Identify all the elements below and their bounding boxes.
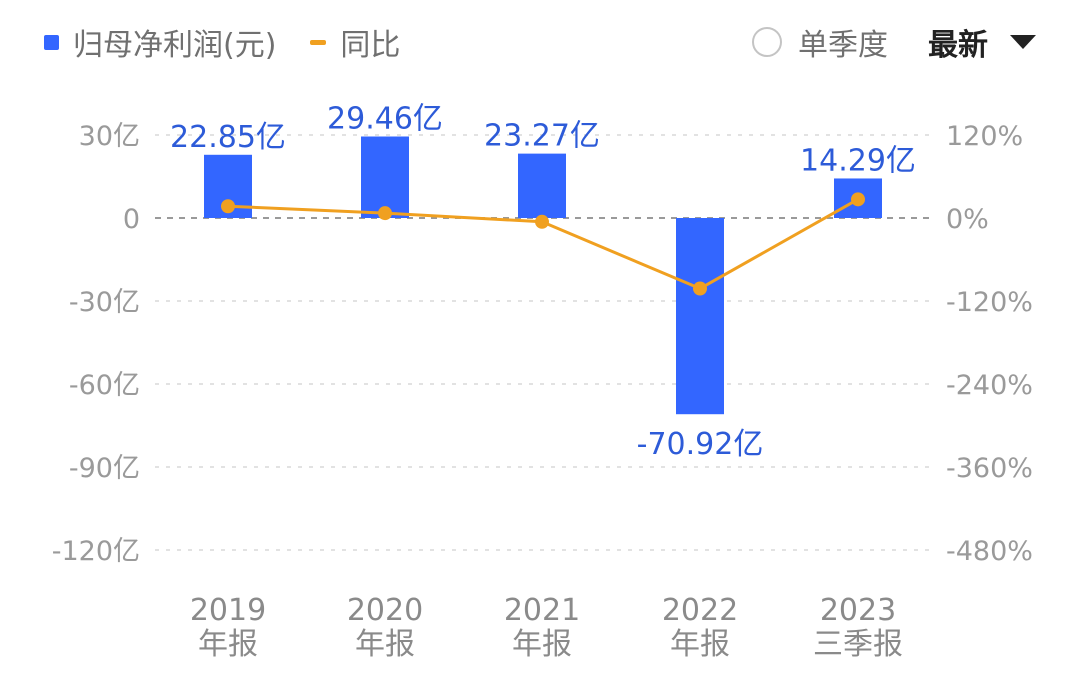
x-tick-label-year: 2022	[662, 593, 738, 628]
y-left-tick-label: 30亿	[79, 121, 140, 152]
yoy-point-2021[interactable]	[535, 214, 549, 229]
period-select[interactable]: 最新	[928, 20, 1036, 64]
bar-value-label: 22.85亿	[170, 120, 286, 155]
y-right-tick-label: 120%	[946, 121, 1023, 152]
chart-legend: 归母净利润(元) 同比	[44, 18, 434, 66]
legend-swatch-line	[310, 39, 327, 45]
y-left-tick-label: -90亿	[69, 453, 140, 484]
chart-controls: 单季度 最新	[752, 18, 1036, 66]
bar-2021[interactable]	[518, 153, 566, 218]
legend-item-net-profit[interactable]: 归母净利润(元)	[44, 20, 276, 64]
x-tick-label-year: 2021	[504, 593, 580, 628]
bar-value-label: 29.46亿	[327, 101, 443, 136]
chevron-down-icon	[1010, 35, 1036, 49]
legend-label-yoy: 同比	[340, 28, 401, 63]
y-right-tick-label: -480%	[946, 536, 1033, 567]
y-right-tick-label: -240%	[946, 370, 1033, 401]
legend-item-yoy[interactable]: 同比	[310, 20, 400, 64]
bar-2022[interactable]	[676, 218, 724, 415]
yoy-point-2020[interactable]	[378, 206, 392, 221]
legend-label-net-profit: 归母净利润(元)	[73, 28, 277, 63]
x-tick-label-period: 年报	[512, 627, 572, 662]
legend-swatch-bar	[44, 34, 59, 50]
yoy-point-2022[interactable]	[693, 281, 707, 296]
yoy-point-2019[interactable]	[221, 199, 235, 214]
y-right-tick-label: 0%	[946, 204, 989, 235]
x-tick-label-period: 年报	[670, 627, 730, 662]
yoy-point-2023[interactable]	[851, 192, 865, 207]
bar-2020[interactable]	[361, 136, 409, 218]
y-left-tick-label: -60亿	[69, 370, 140, 401]
y-left-tick-label: -120亿	[52, 536, 140, 567]
bar-value-label: 14.29亿	[800, 143, 916, 178]
y-right-tick-label: -120%	[946, 287, 1033, 318]
bar-value-label: 23.27亿	[484, 119, 600, 154]
single-quarter-label[interactable]: 单季度	[798, 28, 888, 63]
y-right-tick-label: -360%	[946, 453, 1033, 484]
single-quarter-radio[interactable]	[752, 27, 782, 57]
x-tick-label-year: 2023	[820, 593, 896, 628]
x-tick-label-period: 三季报	[813, 627, 903, 662]
bar-value-label: -70.92亿	[637, 427, 764, 462]
x-tick-label-period: 年报	[355, 627, 415, 662]
y-left-tick-label: 0	[123, 204, 140, 235]
y-left-tick-label: -30亿	[69, 287, 140, 318]
period-select-value: 最新	[928, 28, 988, 63]
x-tick-label-period: 年报	[198, 627, 258, 662]
x-tick-label-year: 2020	[347, 593, 423, 628]
x-tick-label-year: 2019	[190, 593, 266, 628]
